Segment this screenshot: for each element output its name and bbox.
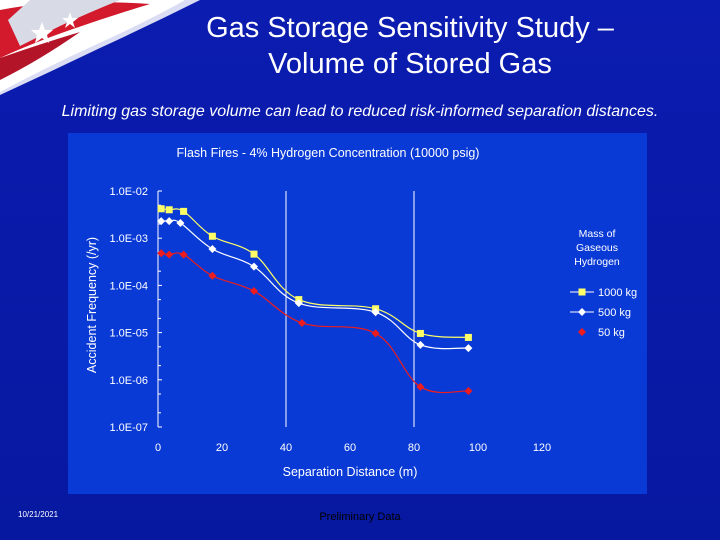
data-point-500kg (176, 218, 185, 227)
legend-label-1000kg: 1000 kg (598, 287, 637, 299)
data-point-500kg (416, 340, 425, 349)
data-point-1000kg (208, 232, 216, 240)
data-point-1000kg (157, 205, 165, 213)
data-point-1000kg (250, 250, 258, 258)
chart: Flash Fires - 4% Hydrogen Concentration … (68, 133, 647, 494)
chart-title: Flash Fires - 4% Hydrogen Concentration … (177, 146, 480, 160)
y-tick-label: 1.0E-04 (109, 280, 148, 292)
legend-label-50kg: 50 kg (598, 327, 625, 339)
data-point-50kg (464, 386, 473, 395)
data-point-500kg (165, 217, 174, 226)
data-point-500kg (157, 217, 166, 226)
footer-text: Preliminary Data (319, 511, 401, 523)
chart-background (68, 133, 647, 494)
data-point-500kg (250, 262, 258, 271)
x-tick-label: 20 (216, 442, 228, 454)
data-point-50kg (157, 249, 166, 258)
x-tick-label: 40 (280, 442, 292, 454)
data-point-500kg (371, 308, 380, 317)
slide-subtitle: Limiting gas storage volume can lead to … (61, 103, 659, 120)
x-tick-label: 0 (155, 442, 161, 454)
data-point-50kg (250, 287, 258, 296)
x-axis-label: Separation Distance (m) (283, 465, 418, 479)
data-point-50kg (416, 382, 425, 391)
legend-marker-50kg (578, 328, 586, 336)
x-tick-label: 80 (408, 442, 420, 454)
y-axis-label: Accident Frequency (/yr) (85, 237, 99, 373)
data-point-50kg (179, 250, 188, 259)
legend-label-500kg: 500 kg (598, 307, 631, 319)
legend-title-line: Gaseous (576, 242, 618, 254)
data-point-50kg (298, 318, 306, 327)
y-tick-label: 1.0E-06 (109, 375, 148, 387)
legend-title-line: Hydrogen (574, 256, 620, 268)
x-tick-label: 120 (533, 442, 551, 454)
legend-title-line: Mass of (579, 228, 616, 240)
legend-marker-1000kg (578, 288, 586, 296)
title-line-1: Gas Storage Sensitivity Study – (206, 12, 614, 44)
x-tick-label: 100 (469, 442, 487, 454)
data-point-50kg (371, 329, 380, 338)
slide-title: Gas Storage Sensitivity Study – Volume o… (150, 10, 670, 82)
y-tick-label: 1.0E-02 (109, 186, 148, 198)
data-point-500kg (464, 344, 473, 353)
data-point-1000kg (180, 207, 188, 215)
y-tick-label: 1.0E-03 (109, 233, 148, 245)
data-point-50kg (165, 250, 174, 259)
data-point-500kg (208, 245, 217, 254)
slide-date: 10/21/2021 (18, 510, 59, 519)
y-tick-label: 1.0E-05 (109, 328, 148, 340)
legend-marker-500kg (578, 308, 586, 316)
data-point-1000kg (464, 333, 472, 341)
data-point-500kg (294, 299, 303, 308)
y-tick-label: 1.0E-07 (109, 422, 148, 434)
flag-logo (0, 0, 200, 95)
data-point-50kg (208, 271, 217, 280)
data-point-1000kg (416, 329, 424, 337)
x-tick-label: 60 (344, 442, 356, 454)
data-point-1000kg (165, 206, 173, 214)
title-line-2: Volume of Stored Gas (268, 48, 552, 80)
